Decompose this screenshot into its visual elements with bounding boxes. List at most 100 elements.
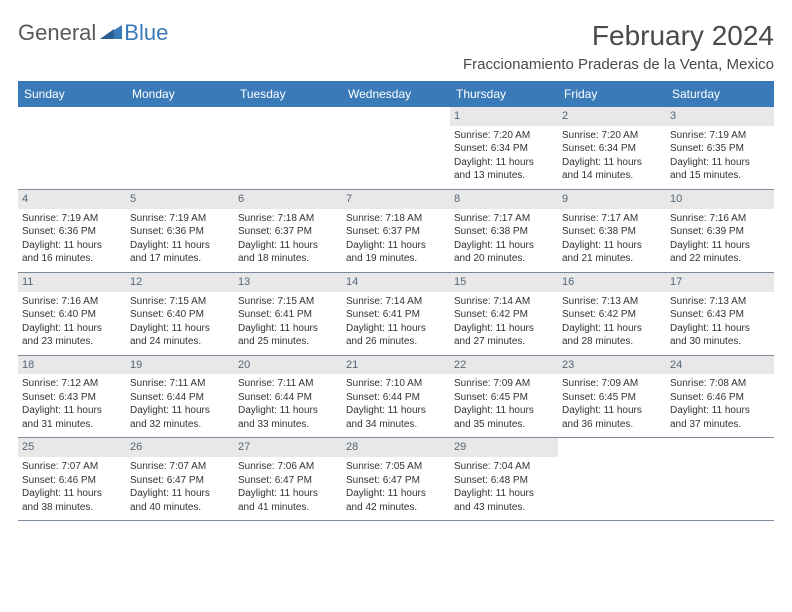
- calendar-row: 25Sunrise: 7:07 AMSunset: 6:46 PMDayligh…: [18, 438, 774, 521]
- daylight-line: and 34 minutes.: [346, 418, 446, 432]
- day-number-bar: 29: [450, 438, 558, 457]
- sunset-line: Sunset: 6:34 PM: [454, 142, 554, 156]
- calendar-header-row: SundayMondayTuesdayWednesdayThursdayFrid…: [18, 81, 774, 107]
- daylight-line: and 31 minutes.: [22, 418, 122, 432]
- sunset-line: Sunset: 6:44 PM: [346, 391, 446, 405]
- weekday-header: Thursday: [450, 81, 558, 107]
- sunset-line: Sunset: 6:42 PM: [562, 308, 662, 322]
- daylight-line: Daylight: 11 hours: [130, 322, 230, 336]
- calendar-day-cell: 19Sunrise: 7:11 AMSunset: 6:44 PMDayligh…: [126, 356, 234, 438]
- sunset-line: Sunset: 6:37 PM: [238, 225, 338, 239]
- daylight-line: and 42 minutes.: [346, 501, 446, 515]
- daylight-line: and 13 minutes.: [454, 169, 554, 183]
- day-number: 27: [238, 441, 250, 453]
- sunrise-line: Sunrise: 7:17 AM: [454, 212, 554, 226]
- sunrise-line: Sunrise: 7:12 AM: [22, 377, 122, 391]
- day-number: 14: [346, 276, 358, 288]
- calendar-empty-cell: [18, 107, 126, 189]
- day-number-bar: 24: [666, 356, 774, 375]
- day-number-bar: 28: [342, 438, 450, 457]
- sunset-line: Sunset: 6:41 PM: [238, 308, 338, 322]
- sunrise-line: Sunrise: 7:09 AM: [454, 377, 554, 391]
- calendar-day-cell: 10Sunrise: 7:16 AMSunset: 6:39 PMDayligh…: [666, 190, 774, 272]
- sunrise-line: Sunrise: 7:10 AM: [346, 377, 446, 391]
- daylight-line: and 33 minutes.: [238, 418, 338, 432]
- day-number: 2: [562, 110, 568, 122]
- calendar-day-cell: 20Sunrise: 7:11 AMSunset: 6:44 PMDayligh…: [234, 356, 342, 438]
- daylight-line: and 30 minutes.: [670, 335, 770, 349]
- daylight-line: Daylight: 11 hours: [346, 487, 446, 501]
- daylight-line: Daylight: 11 hours: [22, 487, 122, 501]
- daylight-line: Daylight: 11 hours: [238, 487, 338, 501]
- daylight-line: and 19 minutes.: [346, 252, 446, 266]
- calendar-empty-cell: [234, 107, 342, 189]
- calendar-day-cell: 9Sunrise: 7:17 AMSunset: 6:38 PMDaylight…: [558, 190, 666, 272]
- sunrise-line: Sunrise: 7:06 AM: [238, 460, 338, 474]
- calendar-empty-cell: [558, 438, 666, 520]
- calendar-body: 1Sunrise: 7:20 AMSunset: 6:34 PMDaylight…: [18, 107, 774, 521]
- daylight-line: Daylight: 11 hours: [454, 156, 554, 170]
- day-number: 16: [562, 276, 574, 288]
- sunrise-line: Sunrise: 7:18 AM: [238, 212, 338, 226]
- day-number-bar: 5: [126, 190, 234, 209]
- sunrise-line: Sunrise: 7:13 AM: [562, 295, 662, 309]
- calendar-day-cell: 1Sunrise: 7:20 AMSunset: 6:34 PMDaylight…: [450, 107, 558, 189]
- day-number-bar: 15: [450, 273, 558, 292]
- daylight-line: Daylight: 11 hours: [130, 404, 230, 418]
- day-number-bar: 9: [558, 190, 666, 209]
- sunrise-line: Sunrise: 7:11 AM: [238, 377, 338, 391]
- day-number: 4: [22, 193, 28, 205]
- calendar-day-cell: 2Sunrise: 7:20 AMSunset: 6:34 PMDaylight…: [558, 107, 666, 189]
- sunrise-line: Sunrise: 7:19 AM: [22, 212, 122, 226]
- daylight-line: and 17 minutes.: [130, 252, 230, 266]
- day-number: 18: [22, 359, 34, 371]
- calendar-day-cell: 5Sunrise: 7:19 AMSunset: 6:36 PMDaylight…: [126, 190, 234, 272]
- day-number: 7: [346, 193, 352, 205]
- sunset-line: Sunset: 6:46 PM: [22, 474, 122, 488]
- daylight-line: and 26 minutes.: [346, 335, 446, 349]
- day-number: 1: [454, 110, 460, 122]
- daylight-line: and 25 minutes.: [238, 335, 338, 349]
- day-number: 19: [130, 359, 142, 371]
- calendar-day-cell: 18Sunrise: 7:12 AMSunset: 6:43 PMDayligh…: [18, 356, 126, 438]
- daylight-line: Daylight: 11 hours: [670, 156, 770, 170]
- weekday-header: Friday: [558, 81, 666, 107]
- day-number: 29: [454, 441, 466, 453]
- daylight-line: and 14 minutes.: [562, 169, 662, 183]
- sunset-line: Sunset: 6:48 PM: [454, 474, 554, 488]
- calendar-day-cell: 11Sunrise: 7:16 AMSunset: 6:40 PMDayligh…: [18, 273, 126, 355]
- daylight-line: Daylight: 11 hours: [22, 239, 122, 253]
- daylight-line: Daylight: 11 hours: [670, 322, 770, 336]
- daylight-line: and 38 minutes.: [22, 501, 122, 515]
- day-number: 26: [130, 441, 142, 453]
- daylight-line: and 35 minutes.: [454, 418, 554, 432]
- sunset-line: Sunset: 6:35 PM: [670, 142, 770, 156]
- daylight-line: and 23 minutes.: [22, 335, 122, 349]
- day-number: 10: [670, 193, 682, 205]
- day-number-bar: 21: [342, 356, 450, 375]
- sunset-line: Sunset: 6:47 PM: [346, 474, 446, 488]
- daylight-line: and 40 minutes.: [130, 501, 230, 515]
- calendar-day-cell: 26Sunrise: 7:07 AMSunset: 6:47 PMDayligh…: [126, 438, 234, 520]
- day-number-bar: 11: [18, 273, 126, 292]
- day-number-bar: 19: [126, 356, 234, 375]
- day-number-bar: 4: [18, 190, 126, 209]
- daylight-line: Daylight: 11 hours: [238, 322, 338, 336]
- day-number-bar: 12: [126, 273, 234, 292]
- sunset-line: Sunset: 6:36 PM: [22, 225, 122, 239]
- daylight-line: Daylight: 11 hours: [238, 404, 338, 418]
- calendar-day-cell: 8Sunrise: 7:17 AMSunset: 6:38 PMDaylight…: [450, 190, 558, 272]
- sunrise-line: Sunrise: 7:14 AM: [346, 295, 446, 309]
- daylight-line: and 43 minutes.: [454, 501, 554, 515]
- sunrise-line: Sunrise: 7:17 AM: [562, 212, 662, 226]
- sunrise-line: Sunrise: 7:20 AM: [562, 129, 662, 143]
- daylight-line: Daylight: 11 hours: [562, 322, 662, 336]
- daylight-line: Daylight: 11 hours: [346, 322, 446, 336]
- day-number: 13: [238, 276, 250, 288]
- day-number-bar: 17: [666, 273, 774, 292]
- day-number: 25: [22, 441, 34, 453]
- daylight-line: and 20 minutes.: [454, 252, 554, 266]
- sunrise-line: Sunrise: 7:16 AM: [670, 212, 770, 226]
- day-number-bar: 3: [666, 107, 774, 126]
- month-title: February 2024: [463, 20, 774, 52]
